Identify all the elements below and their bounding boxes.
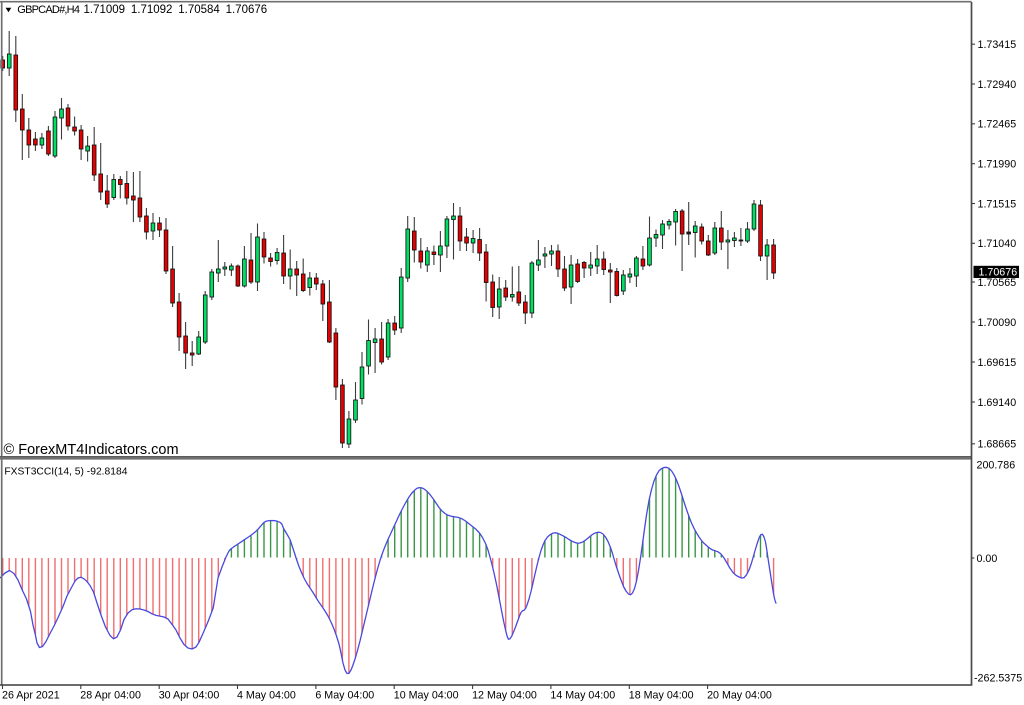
svg-text:0.00: 0.00 xyxy=(977,553,998,565)
svg-text:12 May 04:00: 12 May 04:00 xyxy=(472,690,537,702)
svg-text:1.72940: 1.72940 xyxy=(978,79,1017,91)
svg-text:18 May 04:00: 18 May 04:00 xyxy=(629,690,694,702)
svg-text:200.786: 200.786 xyxy=(977,459,1016,471)
svg-text:1.71990: 1.71990 xyxy=(978,159,1017,171)
svg-text:GBPCAD#,H41.71009 1.71092 1.70: GBPCAD#,H4 1.71009 1.71092 1.70584 1.7067… xyxy=(17,4,267,16)
svg-text:28 Apr 04:00: 28 Apr 04:00 xyxy=(80,690,141,702)
svg-text:1.71515: 1.71515 xyxy=(978,198,1017,210)
svg-text:1.72465: 1.72465 xyxy=(978,119,1017,131)
svg-text:-262.5375: -262.5375 xyxy=(974,672,1022,684)
svg-text:4 May 04:00: 4 May 04:00 xyxy=(237,690,296,702)
svg-text:1.70676: 1.70676 xyxy=(979,267,1018,279)
svg-text:10 May 04:00: 10 May 04:00 xyxy=(394,690,459,702)
svg-text:6 May 04:00: 6 May 04:00 xyxy=(315,690,374,702)
svg-text:20 May 04:00: 20 May 04:00 xyxy=(707,690,772,702)
svg-text:30 Apr 04:00: 30 Apr 04:00 xyxy=(159,690,220,702)
svg-text:14 May 04:00: 14 May 04:00 xyxy=(550,690,615,702)
svg-text:1.70090: 1.70090 xyxy=(978,317,1017,329)
svg-text:1.69140: 1.69140 xyxy=(978,397,1017,409)
svg-text:1.73415: 1.73415 xyxy=(978,39,1017,51)
svg-text:26 Apr 2021: 26 Apr 2021 xyxy=(2,690,60,702)
svg-text:1.69615: 1.69615 xyxy=(978,357,1017,369)
svg-text:FXST3CCI(14, 5) -92.8184: FXST3CCI(14, 5) -92.8184 xyxy=(4,466,127,477)
svg-text:1.68665: 1.68665 xyxy=(978,439,1017,451)
svg-text:© ForexMT4Indicators.com: © ForexMT4Indicators.com xyxy=(4,442,179,458)
svg-text:1.70565: 1.70565 xyxy=(978,277,1017,289)
svg-text:1.71040: 1.71040 xyxy=(978,238,1017,250)
